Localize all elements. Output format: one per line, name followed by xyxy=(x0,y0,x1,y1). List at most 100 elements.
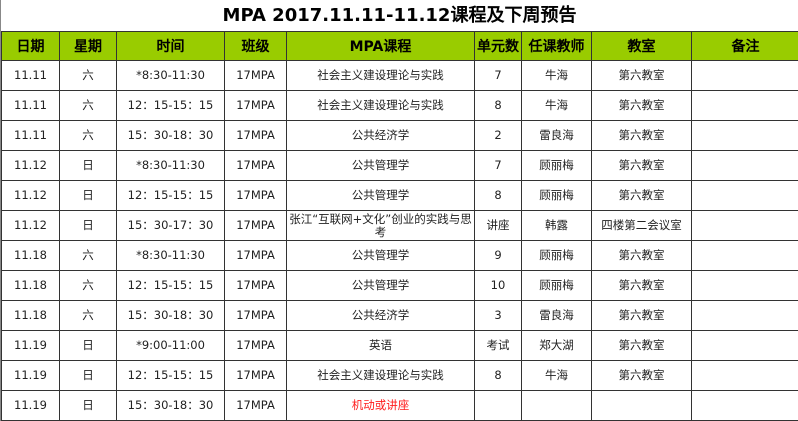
header-class[interactable]: 班级 xyxy=(224,31,287,61)
cell-weekday[interactable]: 日 xyxy=(59,180,117,211)
cell-notes[interactable] xyxy=(691,180,798,211)
cell-time[interactable]: 15：30-18：30 xyxy=(116,390,225,421)
cell-course[interactable]: 公共管理学 xyxy=(286,180,475,211)
cell-teacher[interactable]: 顾丽梅 xyxy=(521,240,592,271)
cell-classroom[interactable]: 第六教室 xyxy=(591,360,692,391)
cell-course[interactable]: 公共管理学 xyxy=(286,150,475,181)
cell-time[interactable]: 15：30-18：30 xyxy=(116,120,225,151)
cell-class[interactable]: 17MPA xyxy=(224,330,287,361)
cell-classroom[interactable]: 四楼第二会议室 xyxy=(591,210,692,241)
cell-course[interactable]: 公共经济学 xyxy=(286,120,475,151)
cell-weekday[interactable]: 日 xyxy=(59,390,117,421)
cell-teacher[interactable]: 顾丽梅 xyxy=(521,180,592,211)
cell-notes[interactable] xyxy=(691,210,798,241)
cell-notes[interactable] xyxy=(691,390,798,421)
cell-class[interactable]: 17MPA xyxy=(224,150,287,181)
cell-teacher[interactable]: 雷良海 xyxy=(521,300,592,331)
cell-date[interactable]: 11.19 xyxy=(1,390,60,421)
cell-notes[interactable] xyxy=(691,240,798,271)
cell-date[interactable]: 11.11 xyxy=(1,60,60,91)
header-course[interactable]: MPA课程 xyxy=(286,31,475,61)
cell-class[interactable]: 17MPA xyxy=(224,180,287,211)
cell-date[interactable]: 11.11 xyxy=(1,90,60,121)
cell-notes[interactable] xyxy=(691,270,798,301)
header-notes[interactable]: 备注 xyxy=(691,31,798,61)
cell-unit[interactable]: 8 xyxy=(474,180,522,211)
header-date[interactable]: 日期 xyxy=(1,31,60,61)
cell-class[interactable]: 17MPA xyxy=(224,270,287,301)
cell-unit[interactable]: 10 xyxy=(474,270,522,301)
cell-time[interactable]: 12：15-15：15 xyxy=(116,180,225,211)
cell-class[interactable]: 17MPA xyxy=(224,390,287,421)
cell-notes[interactable] xyxy=(691,90,798,121)
cell-time[interactable]: *8:30-11:30 xyxy=(116,60,225,91)
cell-class[interactable]: 17MPA xyxy=(224,210,287,241)
header-time[interactable]: 时间 xyxy=(116,31,225,61)
cell-teacher[interactable]: 牛海 xyxy=(521,90,592,121)
cell-unit[interactable]: 考试 xyxy=(474,330,522,361)
cell-teacher[interactable]: 顾丽梅 xyxy=(521,150,592,181)
cell-teacher[interactable]: 顾丽梅 xyxy=(521,270,592,301)
cell-class[interactable]: 17MPA xyxy=(224,360,287,391)
cell-class[interactable]: 17MPA xyxy=(224,240,287,271)
cell-unit[interactable]: 2 xyxy=(474,120,522,151)
cell-course[interactable]: 社会主义建设理论与实践 xyxy=(286,60,475,91)
cell-classroom[interactable]: 第六教室 xyxy=(591,240,692,271)
cell-weekday[interactable]: 六 xyxy=(59,240,117,271)
cell-notes[interactable] xyxy=(691,150,798,181)
cell-teacher[interactable]: 牛海 xyxy=(521,60,592,91)
cell-date[interactable]: 11.12 xyxy=(1,210,60,241)
cell-classroom[interactable]: 第六教室 xyxy=(591,150,692,181)
cell-date[interactable]: 11.19 xyxy=(1,360,60,391)
cell-class[interactable]: 17MPA xyxy=(224,120,287,151)
cell-unit[interactable]: 9 xyxy=(474,240,522,271)
header-classroom[interactable]: 教室 xyxy=(591,31,692,61)
cell-weekday[interactable]: 六 xyxy=(59,270,117,301)
cell-unit[interactable]: 7 xyxy=(474,60,522,91)
cell-class[interactable]: 17MPA xyxy=(224,300,287,331)
cell-teacher[interactable]: 韩露 xyxy=(521,210,592,241)
cell-weekday[interactable]: 日 xyxy=(59,330,117,361)
cell-unit[interactable] xyxy=(474,390,522,421)
cell-time[interactable]: 12：15-15：15 xyxy=(116,360,225,391)
cell-classroom[interactable]: 第六教室 xyxy=(591,180,692,211)
cell-date[interactable]: 11.18 xyxy=(1,300,60,331)
cell-time[interactable]: *8:30-11:30 xyxy=(116,240,225,271)
cell-teacher[interactable]: 牛海 xyxy=(521,360,592,391)
cell-classroom[interactable]: 第六教室 xyxy=(591,90,692,121)
cell-course[interactable]: 机动或讲座 xyxy=(286,390,475,421)
cell-course[interactable]: 公共管理学 xyxy=(286,240,475,271)
cell-time[interactable]: 12：15-15：15 xyxy=(116,270,225,301)
cell-class[interactable]: 17MPA xyxy=(224,90,287,121)
cell-time[interactable]: 15：30-18：30 xyxy=(116,300,225,331)
cell-classroom[interactable]: 第六教室 xyxy=(591,60,692,91)
cell-class[interactable]: 17MPA xyxy=(224,60,287,91)
cell-classroom[interactable]: 第六教室 xyxy=(591,120,692,151)
cell-classroom[interactable] xyxy=(591,390,692,421)
cell-course[interactable]: 公共经济学 xyxy=(286,300,475,331)
cell-course[interactable]: 公共管理学 xyxy=(286,270,475,301)
cell-date[interactable]: 11.18 xyxy=(1,270,60,301)
cell-date[interactable]: 11.12 xyxy=(1,180,60,211)
cell-course[interactable]: 社会主义建设理论与实践 xyxy=(286,90,475,121)
header-teacher[interactable]: 任课教师 xyxy=(521,31,592,61)
cell-course[interactable]: 社会主义建设理论与实践 xyxy=(286,360,475,391)
cell-date[interactable]: 11.19 xyxy=(1,330,60,361)
cell-classroom[interactable]: 第六教室 xyxy=(591,300,692,331)
cell-weekday[interactable]: 六 xyxy=(59,120,117,151)
cell-date[interactable]: 11.18 xyxy=(1,240,60,271)
cell-notes[interactable] xyxy=(691,330,798,361)
header-weekday[interactable]: 星期 xyxy=(59,31,117,61)
cell-teacher[interactable]: 郑大湖 xyxy=(521,330,592,361)
cell-weekday[interactable]: 六 xyxy=(59,300,117,331)
cell-teacher[interactable]: 雷良海 xyxy=(521,120,592,151)
cell-date[interactable]: 11.11 xyxy=(1,120,60,151)
cell-unit[interactable]: 8 xyxy=(474,90,522,121)
cell-time[interactable]: 15：30-17：30 xyxy=(116,210,225,241)
cell-course[interactable]: 张江“互联网+文化”创业的实践与思考 xyxy=(286,210,475,241)
cell-notes[interactable] xyxy=(691,60,798,91)
cell-weekday[interactable]: 日 xyxy=(59,210,117,241)
cell-unit[interactable]: 8 xyxy=(474,360,522,391)
cell-unit[interactable]: 讲座 xyxy=(474,210,522,241)
cell-unit[interactable]: 7 xyxy=(474,150,522,181)
